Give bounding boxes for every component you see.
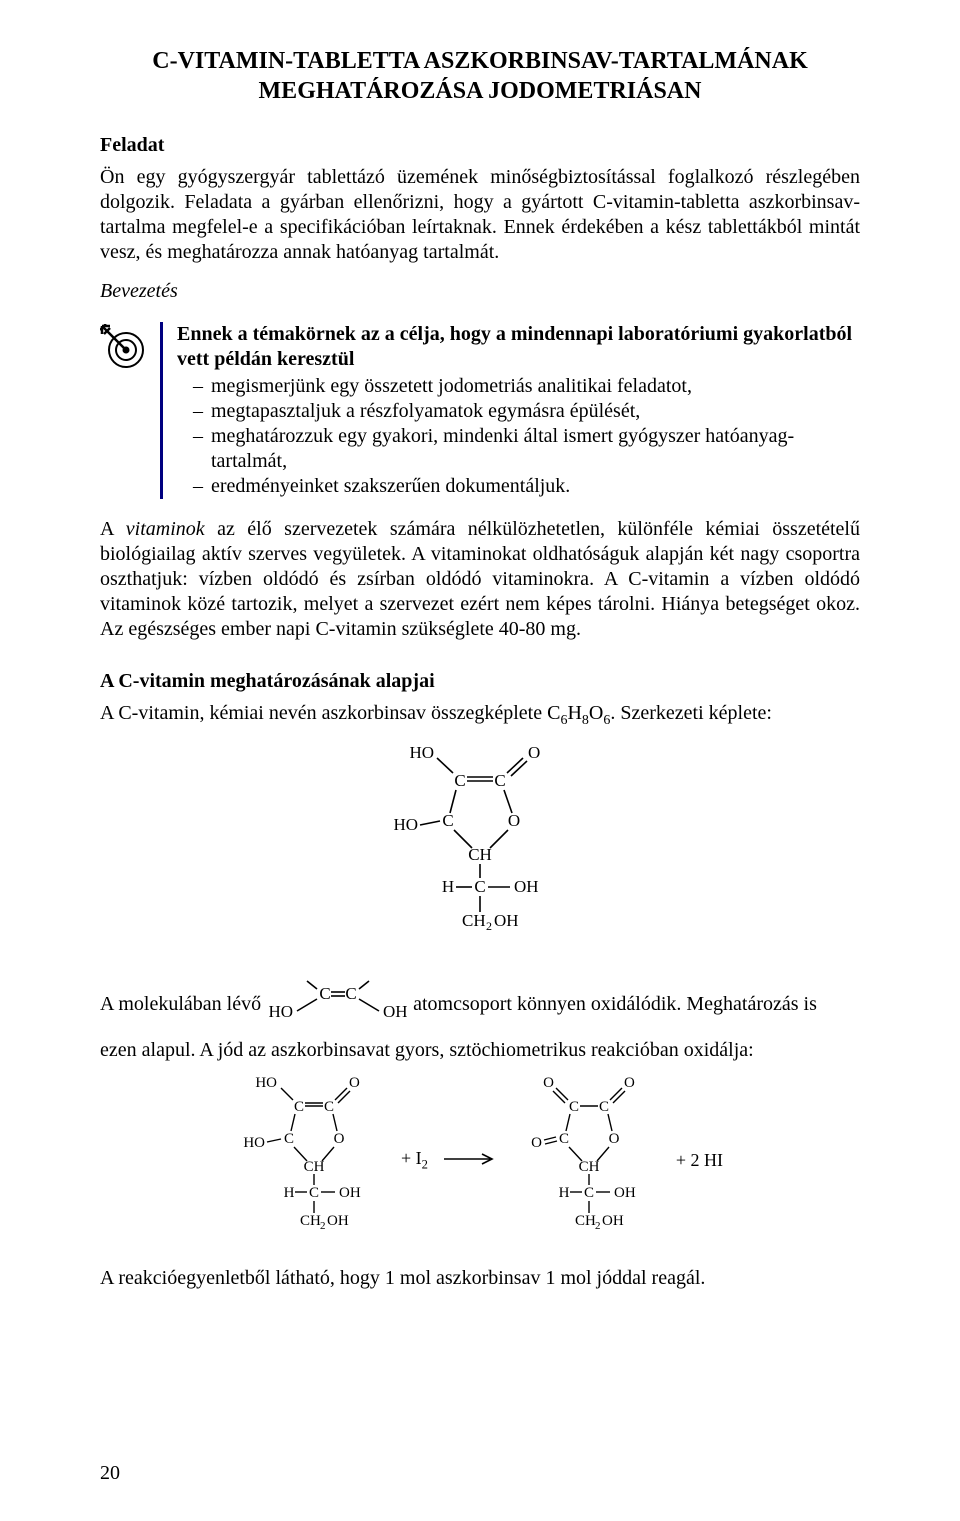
reaction-equation: HO O C C C O CH HO H C OH CH 2 OH <box>100 1073 860 1248</box>
enediol-fragment: HO OH C C <box>267 979 407 1030</box>
svg-text:CH: CH <box>300 1213 321 1229</box>
svg-text:H: H <box>442 877 454 896</box>
svg-text:C: C <box>294 1099 304 1115</box>
list-item: –megtapasztaljuk a részfolyamatok egymás… <box>177 399 860 424</box>
objectives-content: Ennek a témakörnek az a célja, hogy a mi… <box>160 322 860 499</box>
svg-text:C: C <box>584 1185 594 1201</box>
closing-line: A reakcióegyenletből látható, hogy 1 mol… <box>100 1266 860 1291</box>
svg-text:C: C <box>309 1185 319 1201</box>
list-item: –megismerjünk egy összetett jodometriás … <box>177 374 860 399</box>
page: C-VITAMIN-TABLETTA ASZKORBINSAV-TARTALMÁ… <box>0 0 960 1521</box>
svg-text:H: H <box>558 1185 569 1201</box>
svg-text:O: O <box>528 743 540 762</box>
objectives-list: –megismerjünk egy összetett jodometriás … <box>177 374 860 499</box>
svg-text:O: O <box>624 1075 635 1091</box>
heading-feladat: Feladat <box>100 134 860 157</box>
svg-text:H: H <box>284 1185 295 1201</box>
svg-text:C: C <box>474 877 485 896</box>
svg-text:OH: OH <box>514 877 539 896</box>
list-item: –meghatározzuk egy gyakori, mindenki ált… <box>177 424 860 474</box>
ezen-alapul-line: ezen alapul. A jód az aszkorbinsavat gyo… <box>100 1038 860 1063</box>
svg-text:HO: HO <box>255 1075 277 1091</box>
reaction-arrow <box>442 1150 498 1171</box>
svg-text:OH: OH <box>327 1213 349 1229</box>
svg-text:O: O <box>543 1075 554 1091</box>
svg-text:CH: CH <box>304 1159 325 1175</box>
feladat-paragraph: Ön egy gyógyszergyár tablettázó üzemének… <box>100 165 860 265</box>
svg-text:HO: HO <box>269 1002 294 1021</box>
svg-text:O: O <box>608 1131 619 1147</box>
svg-text:CH: CH <box>462 911 486 930</box>
inline-mol-line: A molekulában lévő HO OH C C a <box>100 979 860 1030</box>
plus-2hi: + 2 HI <box>676 1150 723 1171</box>
svg-text:C: C <box>494 771 505 790</box>
vitaminok-paragraph: A vitaminok az élő szervezetek számára n… <box>100 517 860 642</box>
page-number: 20 <box>100 1462 120 1485</box>
svg-text:C: C <box>345 984 356 1003</box>
title-line-2: MEGHATÁROZÁSA JODOMETRIÁSAN <box>259 78 702 104</box>
document-title: C-VITAMIN-TABLETTA ASZKORBINSAV-TARTALMÁ… <box>100 46 860 106</box>
svg-text:OH: OH <box>614 1185 636 1201</box>
svg-text:O: O <box>349 1075 360 1091</box>
svg-text:2: 2 <box>595 1220 601 1232</box>
svg-text:CH: CH <box>578 1159 599 1175</box>
svg-text:HO: HO <box>243 1135 265 1151</box>
svg-text:C: C <box>569 1099 579 1115</box>
svg-text:C: C <box>454 771 465 790</box>
svg-text:C: C <box>442 811 453 830</box>
svg-text:CH: CH <box>575 1213 596 1229</box>
alapjai-paragraph: A C-vitamin, kémiai nevén aszkorbinsav ö… <box>100 701 860 730</box>
svg-text:HO: HO <box>409 743 434 762</box>
list-item: –eredményeinket szakszerűen dokumentálju… <box>177 474 860 499</box>
svg-text:C: C <box>284 1131 294 1147</box>
svg-text:O: O <box>334 1131 345 1147</box>
svg-text:C: C <box>319 984 330 1003</box>
svg-text:OH: OH <box>383 1002 407 1021</box>
heading-bevezetes: Bevezetés <box>100 279 860 304</box>
svg-text:OH: OH <box>602 1213 624 1229</box>
svg-text:OH: OH <box>494 911 519 930</box>
svg-text:2: 2 <box>486 919 492 933</box>
svg-text:2: 2 <box>320 1220 326 1232</box>
title-line-1: C-VITAMIN-TABLETTA ASZKORBINSAV-TARTALMÁ… <box>152 48 807 74</box>
reactant-ascorbic: HO O C C C O CH HO H C OH CH 2 OH <box>237 1073 387 1248</box>
svg-text:HO: HO <box>393 815 418 834</box>
svg-text:OH: OH <box>339 1185 361 1201</box>
ascorbic-acid-structure: HO O C C C O CH HO H C OH CH 2 OH <box>100 740 860 955</box>
heading-alapjai: A C-vitamin meghatározásának alapjai <box>100 670 860 693</box>
svg-text:C: C <box>559 1131 569 1147</box>
svg-text:O: O <box>508 811 520 830</box>
target-arrow-icon <box>100 322 160 375</box>
objectives-callout: Ennek a témakörnek az a célja, hogy a mi… <box>100 322 860 499</box>
svg-text:C: C <box>324 1099 334 1115</box>
svg-text:O: O <box>531 1135 542 1151</box>
ascorbic-acid-svg: HO O C C C O CH HO H C OH CH 2 OH <box>380 740 580 950</box>
svg-text:C: C <box>599 1099 609 1115</box>
plus-i2: + I2 <box>401 1148 428 1173</box>
objectives-lead: Ennek a témakörnek az a célja, hogy a mi… <box>177 322 860 372</box>
product-dehydroascorbic: O O C C C O CH O H C OH CH 2 OH <box>512 1073 662 1248</box>
